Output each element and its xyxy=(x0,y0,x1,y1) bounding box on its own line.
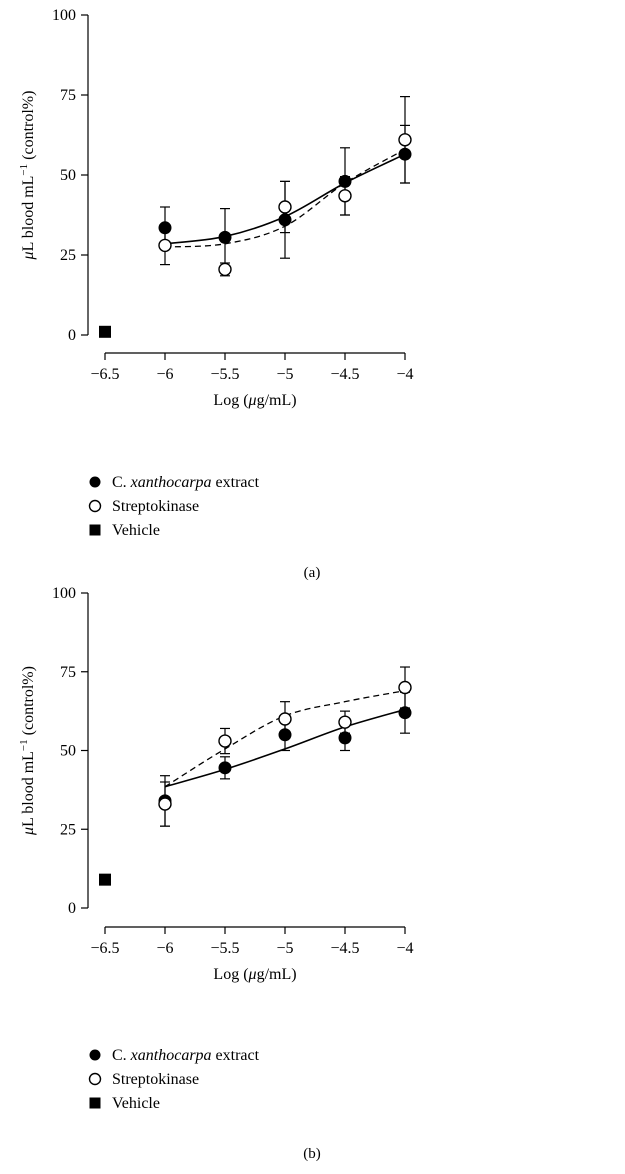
figure-caption: (b) xyxy=(303,1146,321,1162)
data-point-streptokinase xyxy=(158,797,172,811)
legend-label: C. xanthocarpa extract xyxy=(112,474,260,491)
x-tick-label: −4.5 xyxy=(330,940,359,957)
y-tick-label: 0 xyxy=(68,900,76,917)
y-tick-label: 25 xyxy=(60,247,76,264)
legend-text-italic: xanthocarpa xyxy=(130,474,212,491)
y-axis-label: μL blood mL−1 (control%) xyxy=(18,666,37,836)
y-label-text: (control%) xyxy=(20,666,37,739)
x-tick-label: −5.5 xyxy=(210,366,239,383)
data-point-streptokinase xyxy=(218,262,232,277)
legend-text: Vehicle xyxy=(112,1095,160,1112)
x-tick-label: −6 xyxy=(156,940,173,957)
data-point-vehicle xyxy=(99,325,111,338)
legend-text: Streptokinase xyxy=(112,1071,199,1088)
y-tick-label: 25 xyxy=(60,821,76,838)
y-label-exponent: −1 xyxy=(18,739,30,751)
legend-marker-open-circle xyxy=(88,499,102,513)
legend-text: C. xyxy=(112,1047,131,1064)
data-point-streptokinase xyxy=(278,712,292,726)
figure-caption: (a) xyxy=(304,565,321,581)
data-point-streptokinase xyxy=(218,734,232,748)
y-tick-label: 75 xyxy=(60,664,76,681)
data-point-streptokinase xyxy=(338,189,352,203)
y-tick-label: 75 xyxy=(60,87,76,104)
legend-label: Streptokinase xyxy=(112,498,199,515)
x-label-text: Log ( xyxy=(213,392,248,409)
x-label-text: Log ( xyxy=(213,966,248,983)
x-label-text: g/mL) xyxy=(257,966,297,983)
x-axis-label: Log (μg/mL) xyxy=(213,392,296,409)
data-point-extract xyxy=(218,761,232,775)
legend-label: Streptokinase xyxy=(112,1071,199,1088)
data-point-streptokinase xyxy=(398,680,412,695)
x-tick-label: −6 xyxy=(156,366,173,383)
y-tick-label: 100 xyxy=(52,585,76,602)
y-tick-label: 100 xyxy=(52,7,76,24)
x-label-unit: μ xyxy=(248,392,257,409)
y-tick-label: 0 xyxy=(68,327,76,344)
y-label-text: L blood mL xyxy=(20,176,37,252)
x-tick-label: −6.5 xyxy=(90,366,119,383)
legend-text: extract xyxy=(212,1047,260,1064)
legend-label: C. xanthocarpa extract xyxy=(112,1047,260,1064)
legend-label: Vehicle xyxy=(112,522,160,539)
x-tick-label: −5 xyxy=(276,940,293,957)
fit-curve-streptokinase xyxy=(164,690,406,788)
x-tick-label: −4 xyxy=(396,366,413,383)
data-point-streptokinase xyxy=(338,715,352,729)
y-label-text: (control%) xyxy=(20,91,37,164)
y-tick-label: 50 xyxy=(60,167,76,184)
legend-text: Streptokinase xyxy=(112,498,199,515)
x-tick-label: −5 xyxy=(276,366,293,383)
legend-marker-filled-circle xyxy=(89,1049,101,1061)
legend-marker-filled-circle xyxy=(89,476,101,488)
data-point-streptokinase xyxy=(158,238,172,253)
y-label-text: L blood mL xyxy=(20,751,37,827)
y-label-exponent: −1 xyxy=(18,164,30,176)
data-point-streptokinase xyxy=(398,133,412,147)
x-tick-label: −4 xyxy=(396,940,413,957)
x-tick-label: −4.5 xyxy=(330,366,359,383)
legend-text: extract xyxy=(212,474,260,491)
legend-text-italic: xanthocarpa xyxy=(130,1047,212,1064)
legend-marker-filled-square xyxy=(89,1097,101,1109)
legend-marker-open-circle xyxy=(88,1072,102,1086)
x-tick-label: −6.5 xyxy=(90,940,119,957)
x-label-unit: μ xyxy=(248,966,257,983)
x-axis-label: Log (μg/mL) xyxy=(213,966,296,983)
y-label-unit: μ xyxy=(20,827,37,836)
data-point-vehicle xyxy=(99,873,111,886)
legend-text: Vehicle xyxy=(112,522,160,539)
y-label-unit: μ xyxy=(20,251,37,260)
x-tick-label: −5.5 xyxy=(210,940,239,957)
data-point-extract xyxy=(218,230,232,244)
y-axis-label: μL blood mL−1 (control%) xyxy=(18,91,37,261)
legend-marker-filled-square xyxy=(89,524,101,536)
data-point-streptokinase xyxy=(278,200,292,214)
legend-text: C. xyxy=(112,474,131,491)
legend-label: Vehicle xyxy=(112,1095,160,1112)
y-tick-label: 50 xyxy=(60,743,76,760)
x-label-text: g/mL) xyxy=(257,392,297,409)
